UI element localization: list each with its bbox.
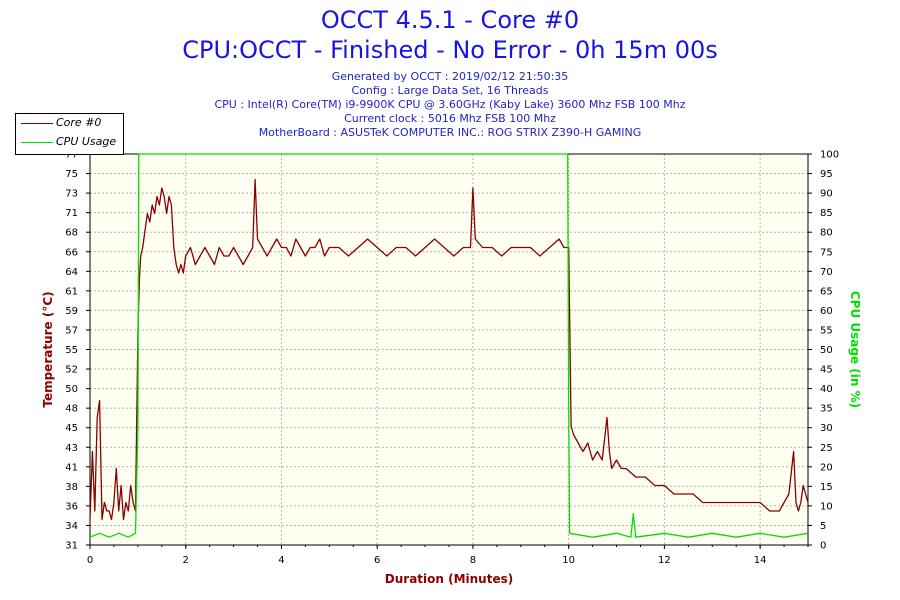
y2-tick-label: 70 <box>820 267 833 278</box>
y2-tick-label: 0 <box>820 541 826 552</box>
x-tick-label: 2 <box>183 555 189 566</box>
y-tick-label: 41 <box>65 462 78 473</box>
legend-item-core0: Core #0 <box>16 114 123 132</box>
y-tick-label: 61 <box>65 286 78 297</box>
y2-tick-label: 40 <box>820 384 833 395</box>
info-config: Config : Large Data Set, 16 Threads <box>351 84 549 97</box>
y2-tick-label: 65 <box>820 286 833 297</box>
chart-subtitle: CPU:OCCT - Finished - No Error - 0h 15m … <box>182 36 718 64</box>
legend-item-cpu-usage: CPU Usage <box>16 133 123 151</box>
chart-legend: Core #0 CPU Usage <box>15 113 124 155</box>
x-tick-label: 0 <box>87 555 93 566</box>
y-tick-label: 48 <box>65 404 78 415</box>
x-tick-label: 12 <box>658 555 671 566</box>
info-generated: Generated by OCCT : 2019/02/12 21:50:35 <box>331 70 569 83</box>
y-tick-label: 73 <box>65 189 78 200</box>
x-axis-label: Duration (Minutes) <box>385 572 513 586</box>
y-tick-label: 38 <box>65 482 78 493</box>
x-tick-label: 8 <box>470 555 476 566</box>
y2-tick-label: 25 <box>820 443 833 454</box>
info-motherboard: MotherBoard : ASUSTeK COMPUTER INC.: ROG… <box>258 126 642 139</box>
series-line-cpu-usage <box>89 153 809 538</box>
y-tick-label: 71 <box>65 208 78 219</box>
y2-tick-label: 95 <box>820 169 833 180</box>
x-tick-label: 14 <box>754 555 767 566</box>
x-tick-label: 4 <box>278 555 284 566</box>
y2-axis-label: CPU Usage (in %) <box>848 291 862 408</box>
y2-tick-label: 50 <box>820 345 833 356</box>
y-tick-label: 45 <box>65 423 78 434</box>
y-tick-label: 55 <box>65 345 78 356</box>
y-tick-label: 64 <box>65 267 78 278</box>
y2-tick-label: 90 <box>820 189 833 200</box>
y-axis-label: Temperature (°C) <box>41 291 55 407</box>
y2-tick-label: 75 <box>820 247 833 258</box>
legend-label-cpu-usage: CPU Usage <box>56 135 117 148</box>
legend-swatch-core0 <box>21 123 53 124</box>
y2-tick-label: 35 <box>820 404 833 415</box>
legend-swatch-cpu-usage <box>21 142 53 143</box>
y-tick-label: 68 <box>65 228 78 239</box>
y2-tick-label: 60 <box>820 306 833 317</box>
y2-tick-label: 100 <box>820 150 839 161</box>
y2-tick-label: 80 <box>820 228 833 239</box>
y2-tick-label: 20 <box>820 462 833 473</box>
y2-tick-label: 30 <box>820 423 833 434</box>
y-tick-label: 43 <box>65 443 78 454</box>
y-tick-label: 59 <box>65 306 78 317</box>
info-current-clock: Current clock : 5016 Mhz FSB 100 Mhz <box>344 112 556 125</box>
y-tick-label: 31 <box>65 541 78 552</box>
y-tick-label: 52 <box>65 365 78 376</box>
y-tick-label: 34 <box>65 521 78 532</box>
y-tick-label: 77 <box>65 150 78 161</box>
y2-tick-label: 45 <box>820 365 833 376</box>
y-tick-label: 66 <box>65 247 78 258</box>
x-tick-label: 6 <box>374 555 380 566</box>
y2-tick-label: 10 <box>820 501 833 512</box>
series-line-core0 <box>89 178 809 521</box>
y2-tick-label: 55 <box>820 325 833 336</box>
y-tick-label: 50 <box>65 384 78 395</box>
y2-tick-label: 15 <box>820 482 833 493</box>
x-tick-label: 10 <box>562 555 575 566</box>
y-tick-label: 75 <box>65 169 78 180</box>
y-tick-label: 36 <box>65 501 78 512</box>
chart-title: OCCT 4.5.1 - Core #0 <box>320 6 580 34</box>
y2-tick-label: 85 <box>820 208 833 219</box>
info-cpu: CPU : Intel(R) Core(TM) i9-9900K CPU @ 3… <box>214 98 686 111</box>
y2-tick-label: 5 <box>820 521 826 532</box>
plot-area <box>90 154 808 545</box>
y-tick-label: 57 <box>65 325 78 336</box>
legend-label-core0: Core #0 <box>56 116 102 129</box>
